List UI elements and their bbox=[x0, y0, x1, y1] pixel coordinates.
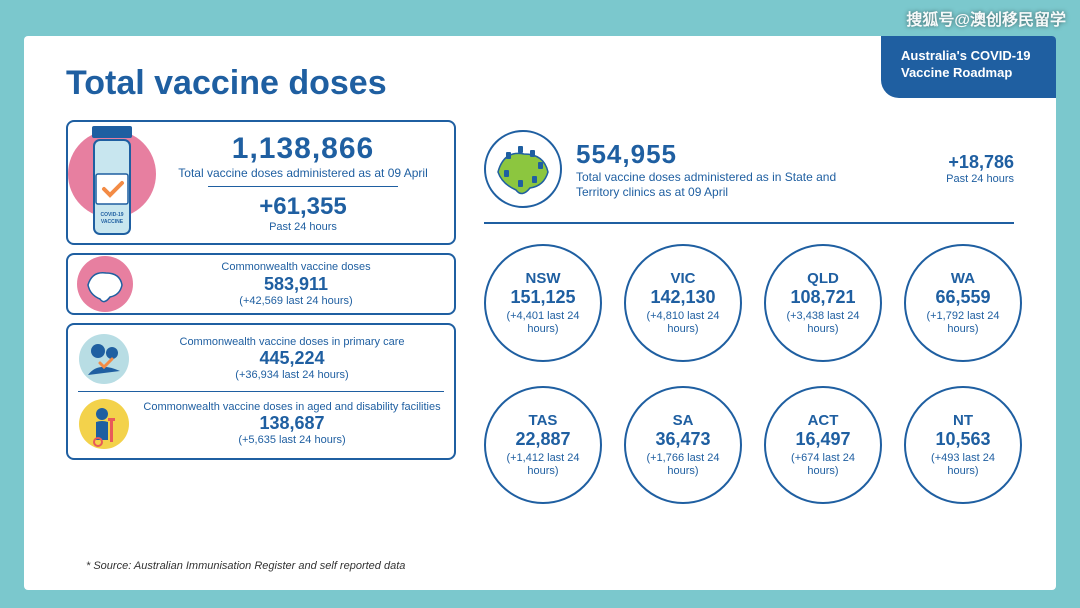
primary-care-delta: (+36,934 last 24 hours) bbox=[140, 369, 444, 381]
state-total-label: Total vaccine doses administered as in S… bbox=[576, 170, 876, 199]
care-box: Commonwealth vaccine doses in primary ca… bbox=[66, 323, 456, 460]
roadmap-line2: Vaccine Roadmap bbox=[901, 65, 1036, 82]
commonwealth-delta: (+42,569 last 24 hours) bbox=[148, 295, 444, 307]
state-delta: (+4,810 last 24 hours) bbox=[634, 310, 732, 335]
commonwealth-value: 583,911 bbox=[148, 274, 444, 295]
state-code: QLD bbox=[807, 270, 839, 287]
primary-care-icon bbox=[78, 333, 130, 385]
total-delta-label: Past 24 hours bbox=[166, 221, 440, 234]
vaccine-vial-icon: COVID-19 VACCINE bbox=[64, 116, 160, 256]
state-delta-value: +18,786 bbox=[914, 152, 1014, 173]
total-delta-value: +61,355 bbox=[166, 193, 440, 221]
state-code: ACT bbox=[808, 412, 839, 429]
content-card: Total vaccine doses COVID-19 VACCINE 1,1… bbox=[24, 36, 1056, 590]
state-circle-wa: WA66,559(+1,792 last 24 hours) bbox=[904, 244, 1022, 362]
state-delta: (+1,792 last 24 hours) bbox=[914, 310, 1012, 335]
watermark-text: 搜狐号@澳创移民留学 bbox=[906, 6, 1066, 30]
page-title: Total vaccine doses bbox=[66, 64, 387, 103]
total-doses-box: COVID-19 VACCINE 1,138,866 Total vaccine… bbox=[66, 120, 456, 245]
aged-care-title: Commonwealth vaccine doses in aged and d… bbox=[140, 401, 444, 413]
state-code: VIC bbox=[670, 270, 695, 287]
state-value: 142,130 bbox=[650, 287, 715, 308]
state-delta: (+674 last 24 hours) bbox=[774, 452, 872, 477]
total-label: Total vaccine doses administered as at 0… bbox=[166, 166, 440, 180]
svg-text:COVID-19: COVID-19 bbox=[100, 212, 123, 218]
roadmap-line1: Australia's COVID-19 bbox=[901, 48, 1036, 65]
divider bbox=[208, 186, 398, 187]
state-circle-vic: VIC142,130(+4,810 last 24 hours) bbox=[624, 244, 742, 362]
state-code: TAS bbox=[529, 412, 558, 429]
state-code: WA bbox=[951, 270, 975, 287]
state-delta: (+493 last 24 hours) bbox=[914, 452, 1012, 477]
state-delta-label: Past 24 hours bbox=[914, 173, 1014, 186]
state-circle-qld: QLD108,721(+3,438 last 24 hours) bbox=[764, 244, 882, 362]
commonwealth-title: Commonwealth vaccine doses bbox=[148, 261, 444, 274]
state-circle-tas: TAS22,887(+1,412 last 24 hours) bbox=[484, 386, 602, 504]
right-column: 554,955 Total vaccine doses administered… bbox=[484, 130, 1014, 504]
state-value: 108,721 bbox=[790, 287, 855, 308]
state-header: 554,955 Total vaccine doses administered… bbox=[484, 130, 1014, 224]
aged-care-icon bbox=[78, 398, 130, 450]
australia-map-icon bbox=[76, 255, 134, 313]
state-code: SA bbox=[673, 412, 694, 429]
aged-care-delta: (+5,635 last 24 hours) bbox=[140, 434, 444, 446]
roadmap-badge: Australia's COVID-19 Vaccine Roadmap bbox=[881, 36, 1056, 98]
state-delta: (+4,401 last 24 hours) bbox=[494, 310, 592, 335]
aged-care-section: Commonwealth vaccine doses in aged and d… bbox=[78, 391, 444, 452]
state-total-value: 554,955 bbox=[576, 139, 900, 170]
primary-care-value: 445,224 bbox=[140, 348, 444, 369]
total-value: 1,138,866 bbox=[166, 132, 440, 166]
state-delta: (+1,766 last 24 hours) bbox=[634, 452, 732, 477]
state-value: 36,473 bbox=[655, 429, 710, 450]
aged-care-value: 138,687 bbox=[140, 413, 444, 434]
state-circle-act: ACT16,497(+674 last 24 hours) bbox=[764, 386, 882, 504]
primary-care-section: Commonwealth vaccine doses in primary ca… bbox=[78, 331, 444, 387]
state-grid: NSW151,125(+4,401 last 24 hours)VIC142,1… bbox=[484, 244, 1014, 504]
state-value: 10,563 bbox=[935, 429, 990, 450]
state-value: 16,497 bbox=[795, 429, 850, 450]
state-circle-nsw: NSW151,125(+4,401 last 24 hours) bbox=[484, 244, 602, 362]
state-circle-nt: NT10,563(+493 last 24 hours) bbox=[904, 386, 1022, 504]
australia-outline-icon bbox=[484, 130, 562, 208]
left-column: COVID-19 VACCINE 1,138,866 Total vaccine… bbox=[66, 120, 456, 460]
state-value: 22,887 bbox=[515, 429, 570, 450]
state-delta: (+3,438 last 24 hours) bbox=[774, 310, 872, 335]
source-note: * Source: Australian Immunisation Regist… bbox=[86, 560, 405, 572]
state-code: NSW bbox=[526, 270, 561, 287]
state-delta: (+1,412 last 24 hours) bbox=[494, 452, 592, 477]
svg-text:VACCINE: VACCINE bbox=[101, 219, 124, 225]
commonwealth-box: Commonwealth vaccine doses 583,911 (+42,… bbox=[66, 253, 456, 315]
state-circle-sa: SA36,473(+1,766 last 24 hours) bbox=[624, 386, 742, 504]
state-value: 66,559 bbox=[935, 287, 990, 308]
primary-care-title: Commonwealth vaccine doses in primary ca… bbox=[140, 336, 444, 348]
state-value: 151,125 bbox=[510, 287, 575, 308]
state-code: NT bbox=[953, 412, 973, 429]
